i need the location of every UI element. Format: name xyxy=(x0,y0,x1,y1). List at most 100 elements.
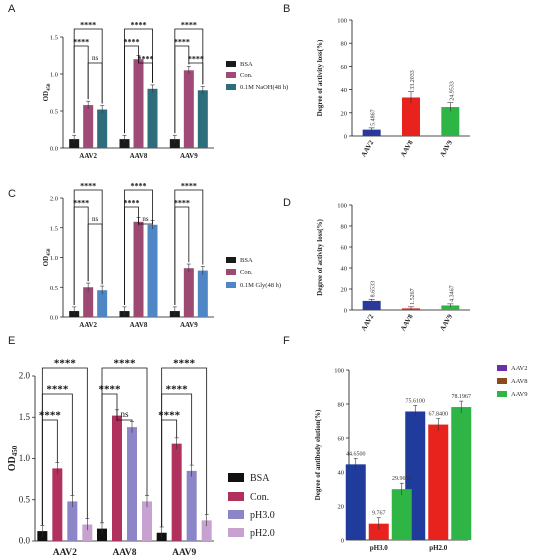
y-tick-label: 20 xyxy=(338,504,345,511)
x-tick-label: AAV2 xyxy=(79,152,97,160)
significance-label: ns xyxy=(92,54,99,62)
significance-label: **** xyxy=(131,182,147,191)
bar xyxy=(183,268,194,317)
significance-label: **** xyxy=(73,38,89,47)
chart-f: F 0 20 40 60 80 100 Degree of antibody elution(… xyxy=(283,335,528,552)
y-tick-label: 80 xyxy=(341,224,348,231)
y-tick-label: 60 xyxy=(341,245,348,252)
x-tick-label: AAV2 xyxy=(360,139,376,159)
significance-bracket xyxy=(124,45,139,134)
data-label: 67.8400 xyxy=(429,412,449,418)
significance-label: **** xyxy=(73,199,89,208)
significance-label: **** xyxy=(173,358,196,370)
bar xyxy=(133,59,144,149)
x-tick-label: AAV9 xyxy=(172,548,196,558)
y-tick-label: 60 xyxy=(341,64,348,71)
bar xyxy=(368,523,389,540)
significance-label: **** xyxy=(138,55,154,64)
legend-swatch xyxy=(226,257,236,263)
x-tick-label: AAV9 xyxy=(438,139,454,159)
y-tick-label: 40 xyxy=(341,87,348,94)
x-tick-label: AAV2 xyxy=(79,321,97,329)
bar xyxy=(362,129,381,136)
bar xyxy=(147,88,158,148)
bar xyxy=(82,524,93,541)
x-tick-label: AAV9 xyxy=(180,152,198,160)
bar xyxy=(83,287,94,317)
significance-label: ns xyxy=(120,409,129,419)
bar xyxy=(97,290,108,317)
legend-swatch xyxy=(228,473,244,482)
legend-swatch xyxy=(228,528,244,537)
significance-bracket xyxy=(161,419,178,527)
bar xyxy=(197,270,208,317)
bar xyxy=(183,70,194,148)
y-tick-label: 0.5 xyxy=(50,109,58,116)
bar xyxy=(142,501,152,541)
y-tick-label: 80 xyxy=(341,41,348,48)
bar xyxy=(171,443,182,541)
x-tick-label: AAV9 xyxy=(438,313,454,333)
significance-bracket xyxy=(138,53,153,83)
bar xyxy=(402,97,420,136)
data-label: 44.6500 xyxy=(346,451,366,457)
y-tick-label: 1.0 xyxy=(50,255,58,262)
chart-d: D 0 20 40 60 80 100 Degree of activity loss(%) 8… xyxy=(283,197,470,332)
significance-label: **** xyxy=(46,384,69,396)
y-tick-label: 60 xyxy=(338,436,345,443)
legend-swatch xyxy=(497,365,507,371)
legend-label: BSA xyxy=(240,61,253,68)
bar xyxy=(67,501,78,541)
y-tick-label: 40 xyxy=(338,470,345,477)
y-axis-label: Degree of antibody elution(%) xyxy=(314,409,322,500)
significance-label: ns xyxy=(142,215,149,223)
y-tick-label: 0.5 xyxy=(50,285,58,292)
x-tick-label: AAV9 xyxy=(180,321,198,329)
y-axis-label: OD450 xyxy=(42,83,52,101)
data-label: 8.6533 xyxy=(371,281,377,298)
significance-bracket xyxy=(101,393,118,523)
data-label: 9.767 xyxy=(372,511,386,517)
significance-label: **** xyxy=(174,199,190,208)
y-tick-label: 40 xyxy=(341,266,348,273)
x-tick-label: pH2.0 xyxy=(429,544,448,552)
y-tick-label: 100 xyxy=(337,203,347,210)
y-tick-label: 1.5 xyxy=(19,412,31,422)
legend-label: AAV2 xyxy=(511,365,528,372)
chart-c: C 0.0 0.5 1.0 1.5 2.0 OD450 AAV2 AAV8 AAV9 **** ***… xyxy=(8,182,281,330)
legend-swatch xyxy=(228,492,244,501)
significance-label: **** xyxy=(80,182,96,191)
bar xyxy=(69,139,80,148)
legend-swatch xyxy=(226,72,236,78)
legend-swatch xyxy=(226,282,236,288)
y-tick-label: 0 xyxy=(341,538,344,545)
significance-bracket xyxy=(138,215,153,225)
x-tick-label: AAV8 xyxy=(130,152,148,160)
x-tick-label: AAV2 xyxy=(53,548,77,558)
bar xyxy=(83,105,94,148)
legend-label: Con. xyxy=(240,269,253,276)
data-label: 4.3467 xyxy=(449,285,455,302)
y-axis-label: Degree of activity loss(%) xyxy=(316,219,324,296)
y-tick-label: 0 xyxy=(344,134,347,141)
y-axis-label: OD450 xyxy=(42,248,52,266)
panel-letter-a: A xyxy=(8,3,16,15)
legend-label: 0.1M NaOH(48 h) xyxy=(240,84,288,91)
y-tick-label: 100 xyxy=(334,368,344,375)
significance-bracket xyxy=(174,45,190,134)
significance-label: **** xyxy=(166,384,189,396)
legend-swatch xyxy=(497,378,507,384)
y-tick-label: 20 xyxy=(341,287,348,294)
significance-label: **** xyxy=(80,21,96,30)
bar xyxy=(147,224,158,317)
y-tick-label: 20 xyxy=(341,110,348,117)
significance-label: **** xyxy=(181,21,197,30)
data-label: 5.4867 xyxy=(371,109,377,126)
bar xyxy=(97,528,107,541)
legend-label: pH2.0 xyxy=(250,528,275,539)
bar xyxy=(112,415,122,541)
significance-bracket xyxy=(174,206,190,306)
y-tick-label: 1.5 xyxy=(50,225,58,232)
